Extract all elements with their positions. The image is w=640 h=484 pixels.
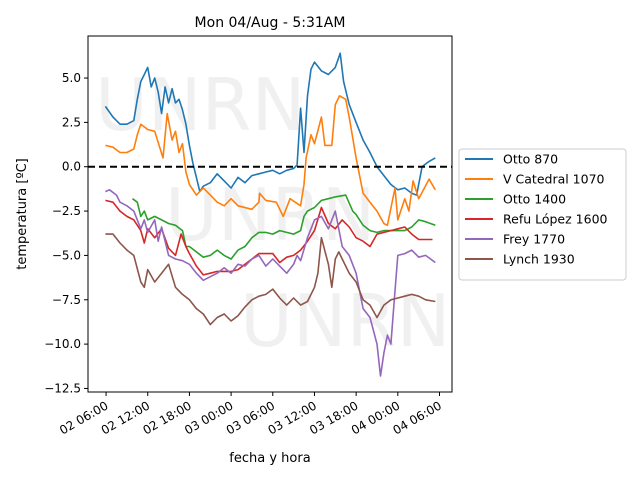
y-tick-label: −7.5 — [52, 293, 81, 307]
legend: Otto 870 V Catedral 1070 Otto 1400 Refu Lóp… — [458, 148, 627, 281]
watermark-text: UNRN — [240, 279, 450, 363]
watermark-text: UNRN — [95, 63, 305, 147]
legend-label: Lynch 1930 — [503, 252, 575, 267]
y-tick-label: 0.0 — [62, 160, 81, 174]
legend-label: Refu López 1600 — [503, 212, 608, 227]
y-tick-label: 5.0 — [62, 71, 81, 85]
series-line-3 — [105, 199, 433, 276]
legend-label: V Catedral 1070 — [503, 172, 605, 187]
x-axis-label: fecha y hora — [229, 451, 310, 466]
series-line-0 — [104, 52, 436, 196]
series-layer — [104, 52, 436, 377]
legend-frame — [458, 148, 627, 281]
y-axis: 5.0 2.5 0.0 −2.5 −5.0 −7.5 −10.0 −12.5 — [44, 71, 88, 395]
series-line-1 — [105, 95, 436, 227]
y-tick-label: 2.5 — [62, 115, 81, 129]
plot-frame — [87, 35, 453, 393]
legend-label: Otto 1400 — [503, 192, 566, 207]
watermarks: UNRN UNRN UNRN — [95, 63, 450, 363]
legend-label: Otto 870 — [503, 152, 558, 167]
y-axis-label: temperatura [ºC] — [15, 158, 30, 269]
chart-title: Mon 04/Aug - 5:31AM — [195, 15, 346, 31]
legend-label: Frey 1770 — [503, 232, 565, 247]
y-tick-label: −2.5 — [52, 204, 81, 218]
watermark-text: UNRN — [165, 173, 375, 257]
y-tick-label: −5.0 — [52, 248, 81, 262]
series-line-4 — [105, 189, 436, 377]
series-line-5 — [105, 233, 436, 326]
y-tick-label: −12.5 — [44, 381, 81, 395]
y-tick-label: −10.0 — [44, 337, 81, 351]
series-line-2 — [132, 194, 436, 260]
